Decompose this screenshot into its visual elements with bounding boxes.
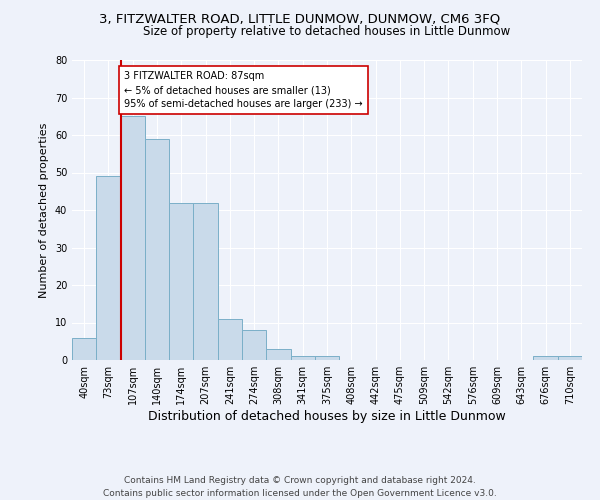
Bar — [533, 356, 558, 360]
Bar — [218, 319, 242, 360]
Bar — [169, 202, 193, 360]
Bar — [72, 338, 96, 360]
Text: 3, FITZWALTER ROAD, LITTLE DUNMOW, DUNMOW, CM6 3FQ: 3, FITZWALTER ROAD, LITTLE DUNMOW, DUNMO… — [100, 12, 500, 26]
X-axis label: Distribution of detached houses by size in Little Dunmow: Distribution of detached houses by size … — [148, 410, 506, 423]
Bar — [145, 138, 169, 360]
Bar — [266, 349, 290, 360]
Bar — [242, 330, 266, 360]
Bar — [96, 176, 121, 360]
Text: 3 FITZWALTER ROAD: 87sqm
← 5% of detached houses are smaller (13)
95% of semi-de: 3 FITZWALTER ROAD: 87sqm ← 5% of detache… — [124, 71, 363, 110]
Text: Contains HM Land Registry data © Crown copyright and database right 2024.
Contai: Contains HM Land Registry data © Crown c… — [103, 476, 497, 498]
Bar — [121, 116, 145, 360]
Bar — [558, 356, 582, 360]
Bar — [193, 202, 218, 360]
Bar — [315, 356, 339, 360]
Title: Size of property relative to detached houses in Little Dunmow: Size of property relative to detached ho… — [143, 25, 511, 38]
Bar — [290, 356, 315, 360]
Y-axis label: Number of detached properties: Number of detached properties — [39, 122, 49, 298]
